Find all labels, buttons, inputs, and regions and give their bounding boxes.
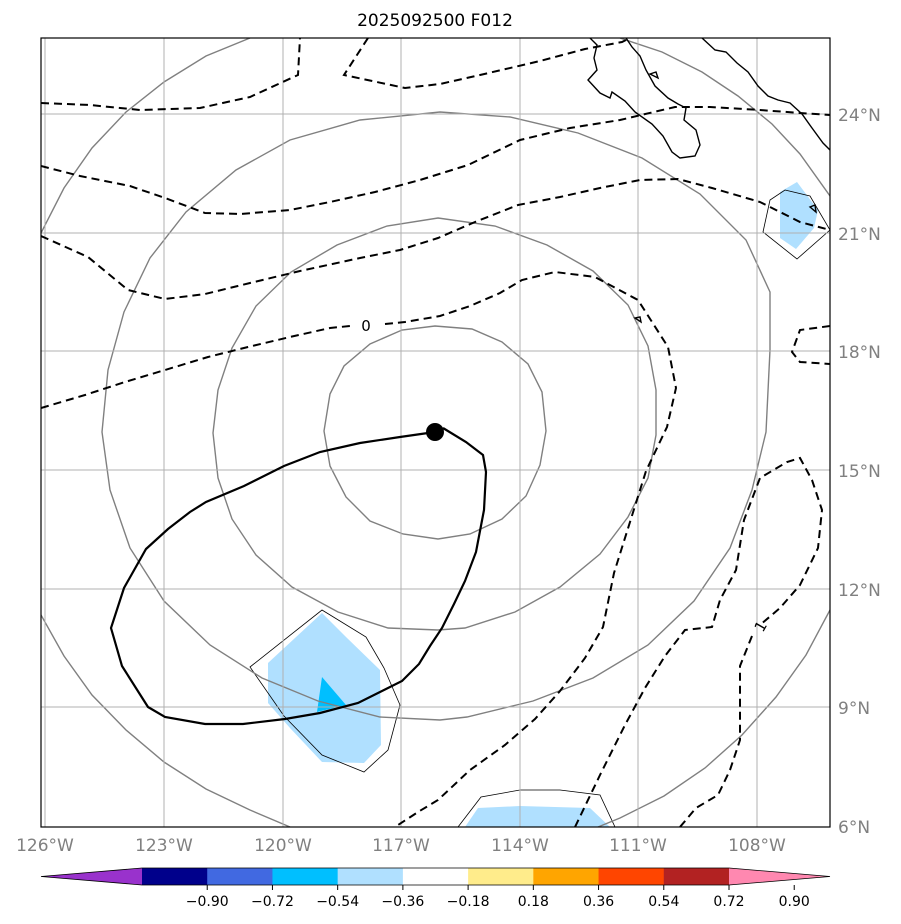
x-tick-label: 108°W bbox=[728, 836, 786, 856]
contour-dash-4 bbox=[41, 177, 830, 301]
range-ring-4 bbox=[41, 38, 251, 234]
contour-label-0: 0 bbox=[361, 317, 371, 335]
y-tick-label: 15°N bbox=[838, 462, 881, 482]
colorbar-tick-label: 0.54 bbox=[648, 894, 679, 910]
colorbar-segment bbox=[272, 868, 339, 885]
colorbar-segment bbox=[468, 868, 534, 885]
coastline bbox=[587, 38, 830, 324]
x-tick-label: 114°W bbox=[491, 836, 549, 856]
range-rings bbox=[41, 38, 830, 827]
colorbar-tick-label: −0.72 bbox=[251, 894, 294, 910]
x-tick-label: 111°W bbox=[609, 836, 667, 856]
y-tick-label: 12°N bbox=[838, 581, 881, 601]
x-tick-label: 117°W bbox=[372, 836, 430, 856]
range-ring-2 bbox=[212, 217, 657, 631]
y-tick-label: 9°N bbox=[838, 699, 870, 719]
y-tick-labels: 6°N 9°N 12°N 15°N 18°N 21°N 24°N bbox=[838, 106, 881, 838]
colorbar-extend-high bbox=[729, 868, 830, 885]
colorbar-segment bbox=[142, 868, 208, 885]
y-tick-label: 18°N bbox=[838, 343, 881, 363]
contour-dash-1 bbox=[41, 38, 301, 112]
colorbar-tick-label: −0.36 bbox=[381, 894, 424, 910]
dashed-contours bbox=[41, 38, 830, 827]
colorbar-tick-label: 0.90 bbox=[779, 894, 810, 910]
x-tick-label: 120°W bbox=[254, 836, 312, 856]
colorbar-segment bbox=[402, 868, 469, 885]
axes-frame bbox=[40, 37, 831, 828]
contour-dash-5 bbox=[41, 325, 351, 409]
contour-dash-6 bbox=[384, 270, 678, 827]
contour-dash-7 bbox=[574, 456, 824, 827]
colorbar-segment bbox=[207, 868, 273, 885]
colorbar-tick-label: 0.72 bbox=[713, 894, 744, 910]
colorbar-tick-label: 0.18 bbox=[518, 894, 549, 910]
contour-dash-8 bbox=[679, 635, 753, 827]
contour-label-1: 1 bbox=[751, 618, 771, 635]
colorbar-segment bbox=[533, 868, 600, 885]
grid-lines bbox=[41, 38, 830, 827]
colorbar-tick-label: −0.90 bbox=[186, 894, 229, 910]
contour-dash-9 bbox=[790, 325, 830, 365]
contour-dash-2 bbox=[342, 38, 631, 90]
shaded-region-south bbox=[465, 806, 610, 827]
x-tick-labels: 126°W 123°W 120°W 117°W 114°W 111°W 108°… bbox=[16, 836, 786, 856]
range-ring-6 bbox=[41, 614, 291, 827]
colorbar-segment bbox=[663, 868, 730, 885]
colorbar-segment bbox=[598, 868, 665, 885]
map-area: 0 1 bbox=[41, 38, 830, 827]
range-ring-1 bbox=[323, 325, 547, 540]
colorbar-extend-low bbox=[41, 868, 142, 885]
colorbar-tick-label: −0.18 bbox=[447, 894, 490, 910]
shaded-outlines bbox=[249, 189, 830, 827]
contour-dash-3 bbox=[41, 106, 830, 216]
colorbar-tick-label: 0.36 bbox=[583, 894, 614, 910]
y-tick-label: 24°N bbox=[838, 106, 881, 126]
y-tick-label: 6°N bbox=[838, 818, 870, 838]
x-tick-label: 126°W bbox=[16, 836, 74, 856]
x-tick-label: 123°W bbox=[135, 836, 193, 856]
colorbar-tick-label: −0.54 bbox=[316, 894, 359, 910]
chart-title: 2025092500 F012 bbox=[357, 11, 513, 31]
storm-center-marker bbox=[426, 423, 444, 441]
range-ring-3 bbox=[101, 111, 771, 721]
shaded-region-northeast bbox=[780, 182, 818, 249]
range-ring-5 bbox=[619, 38, 830, 197]
colorbar-segment bbox=[337, 868, 404, 885]
range-ring-7 bbox=[597, 609, 830, 827]
storm-track-line bbox=[109, 427, 488, 726]
shaded-regions bbox=[268, 182, 818, 827]
y-tick-label: 21°N bbox=[838, 225, 881, 245]
colorbar: −0.90 −0.72 −0.54 −0.36 −0.18 0.18 0.36 0.54 0.7… bbox=[40, 867, 831, 910]
